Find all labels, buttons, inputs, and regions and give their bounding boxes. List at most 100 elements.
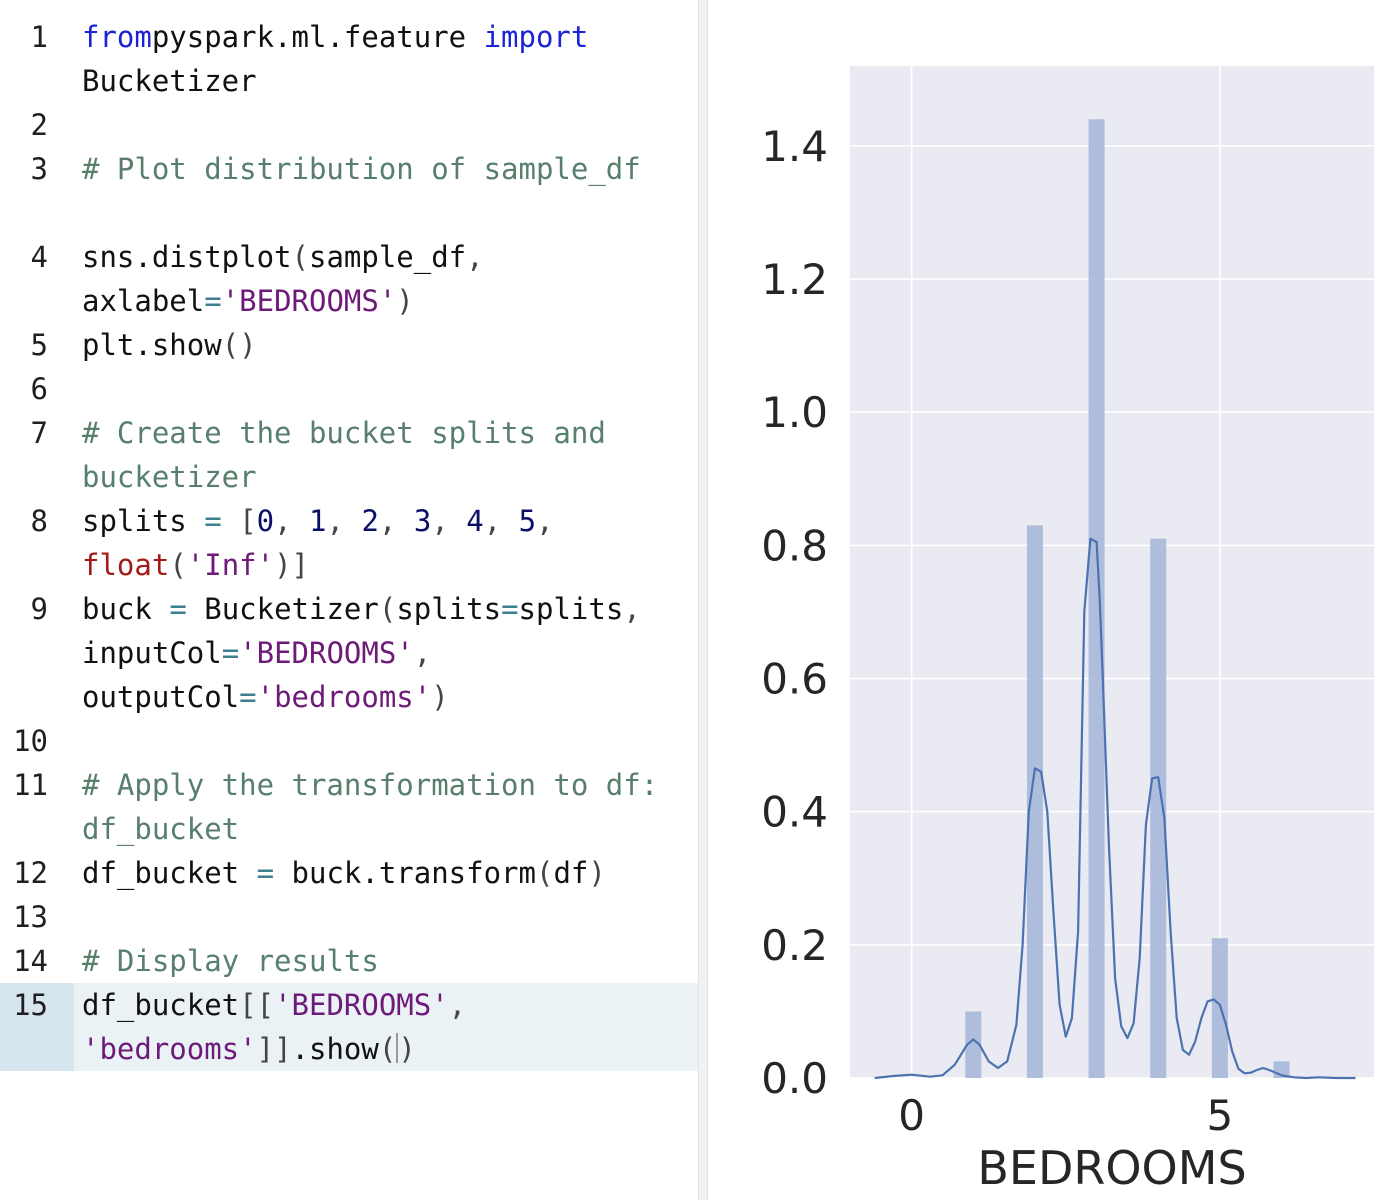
line-number: 10 — [13, 724, 48, 758]
code-token: () — [221, 328, 257, 362]
code-token: plt.show — [82, 328, 222, 362]
code-token: 5 — [518, 504, 537, 538]
code-token: = — [239, 680, 257, 714]
code-token: 'bedrooms' — [82, 1032, 257, 1066]
code-line[interactable]: 9 buck = Bucketizer(splits=splits, inputC… — [0, 587, 698, 719]
code-text[interactable]: df_bucket[['BEDROOMS', 'bedrooms']].show… — [82, 983, 694, 1071]
code-token: , — [378, 504, 397, 538]
code-token: inputCol — [82, 592, 659, 670]
code-token: 'Inf' — [186, 548, 275, 582]
pane-splitter[interactable] — [698, 0, 708, 1200]
code-line[interactable]: 2 — [0, 103, 698, 147]
code-token: [ — [239, 504, 257, 538]
code-token: # Display results — [82, 944, 379, 978]
code-token: = — [204, 284, 222, 318]
code-token: sns.distplot — [82, 240, 292, 274]
code-line[interactable]: 3 # Plot distribution of sample_df — [0, 147, 698, 235]
code-text[interactable]: # Create the bucket splits and bucketize… — [82, 411, 694, 499]
code-line[interactable]: 12 df_bucket = buck.transform(df) — [0, 851, 698, 895]
line-number: 1 — [30, 20, 48, 54]
line-number: 15 — [0, 983, 74, 1071]
code-text[interactable]: frompyspark.ml.feature import Bucketizer — [82, 15, 694, 103]
code-text[interactable]: # Apply the transformation to df: df_buc… — [82, 763, 694, 851]
code-token: df_bucket — [82, 988, 240, 1022]
code-token: df — [553, 856, 589, 890]
code-token: 'BEDROOMS' — [239, 636, 414, 670]
code-text[interactable]: sns.distplot(sample_df, axlabel='BEDROOM… — [82, 235, 694, 323]
line-number: 2 — [30, 108, 48, 142]
code-token: , — [274, 504, 292, 538]
code-token — [554, 504, 571, 538]
code-token: ) — [431, 680, 449, 714]
code-line[interactable]: 6 — [0, 367, 698, 411]
code-line[interactable]: 7 # Create the bucket splits and bucketiz… — [0, 411, 698, 499]
code-text[interactable]: buck = Bucketizer(splits=splits, inputCo… — [82, 587, 694, 719]
code-line[interactable]: 1 frompyspark.ml.feature import Bucketize… — [0, 15, 698, 103]
code-editor[interactable]: 1 frompyspark.ml.feature import Bucketize… — [0, 0, 698, 1200]
code-token: ( — [378, 1032, 397, 1066]
y-tick-label: 1.2 — [761, 255, 828, 304]
code-token: 0 — [256, 504, 275, 538]
y-tick-label: 0.4 — [761, 788, 828, 837]
code-token: splits — [518, 592, 624, 626]
code-token: ( — [535, 856, 554, 890]
x-axis-label: BEDROOMS — [977, 1141, 1246, 1195]
code-token: buck.transform — [274, 856, 536, 890]
plot-output-pane: 0.0 0.2 0.4 0.6 0.8 1.0 1.2 1.4 0 5 BEDROOMS — [708, 0, 1400, 1200]
code-token: , — [536, 504, 554, 538]
code-line[interactable]: 15 df_bucket[['BEDROOMS', 'bedrooms']].sh… — [0, 983, 698, 1071]
code-token: = — [169, 592, 187, 626]
code-line[interactable]: 8 splits = [0, 1, 2, 3, 4, 5, float('Inf'… — [0, 499, 698, 587]
y-tick-label: 1.0 — [761, 388, 828, 437]
code-token: import — [483, 20, 589, 54]
line-number: 9 — [30, 592, 48, 626]
code-token — [501, 504, 518, 538]
code-line[interactable]: 11 # Apply the transformation to df: df_b… — [0, 763, 698, 851]
code-token — [344, 504, 361, 538]
code-token: , — [483, 504, 502, 538]
code-line[interactable]: 10 — [0, 719, 698, 763]
code-text[interactable]: # Display results — [82, 939, 694, 983]
code-token: , — [326, 504, 344, 538]
code-token — [292, 504, 309, 538]
code-token: 'BEDROOMS' — [221, 284, 397, 318]
code-text[interactable]: plt.show() — [82, 323, 694, 367]
code-token: sample_df — [308, 240, 467, 274]
code-token — [222, 504, 239, 538]
code-token: # Apply the transformation to df: df_buc… — [82, 768, 676, 846]
line-number: 3 — [30, 152, 48, 186]
code-token: .show — [291, 1032, 379, 1066]
histogram-bar — [1150, 538, 1167, 1078]
code-token: from — [82, 20, 152, 54]
code-line[interactable]: 4 sns.distplot(sample_df, axlabel='BEDROO… — [0, 235, 698, 323]
code-token: buck — [82, 592, 170, 626]
code-line[interactable]: 13 — [0, 895, 698, 939]
code-token: = — [221, 636, 240, 670]
code-token: ( — [291, 240, 309, 274]
code-line[interactable]: 14 # Display results — [0, 939, 698, 983]
code-line[interactable]: 5 plt.show() — [0, 323, 698, 367]
line-number: 12 — [13, 856, 48, 890]
code-token: 1 — [309, 504, 327, 538]
code-token: 'bedrooms' — [256, 680, 432, 714]
text-cursor — [396, 1033, 399, 1063]
code-text[interactable]: # Plot distribution of sample_df — [82, 147, 694, 191]
code-token: = — [501, 592, 519, 626]
code-token: outputCol — [82, 636, 449, 714]
code-token: pyspark.ml.feature — [151, 20, 484, 54]
code-token: 'BEDROOMS' — [274, 988, 449, 1022]
code-token: , — [413, 636, 432, 670]
code-token: 2 — [361, 504, 379, 538]
code-text[interactable]: df_bucket = buck.transform(df) — [82, 851, 694, 895]
line-number: 5 — [30, 328, 48, 362]
code-token: )] — [274, 548, 310, 582]
code-text[interactable]: splits = [0, 1, 2, 3, 4, 5, float('Inf')… — [82, 499, 694, 587]
code-token: axlabel — [82, 240, 502, 318]
histogram-bar — [1026, 525, 1043, 1078]
code-token: , — [466, 240, 484, 274]
code-token: , — [448, 988, 467, 1022]
code-token: , — [431, 504, 449, 538]
code-token — [396, 504, 413, 538]
code-token: float — [82, 548, 170, 582]
x-tick-label: 5 — [1207, 1091, 1234, 1140]
